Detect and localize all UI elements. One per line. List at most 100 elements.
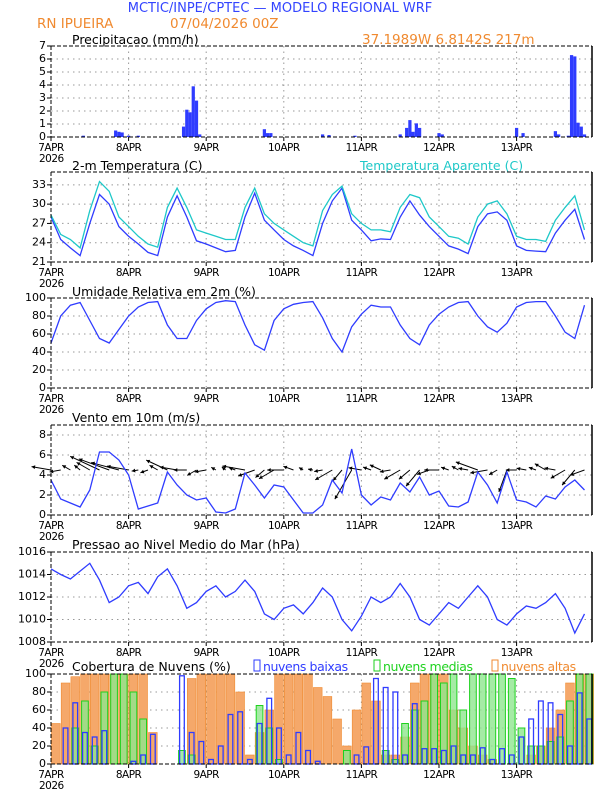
- wind-arrowhead: [146, 459, 151, 464]
- wind-arrowhead: [348, 466, 353, 471]
- wind-arrowhead: [76, 462, 81, 466]
- cloud-low-bar: [208, 758, 215, 765]
- wind-vector: [69, 455, 100, 471]
- y-tick-label: 8: [39, 428, 46, 441]
- x-tick-label: 12APR: [423, 142, 455, 154]
- cloud-mid-bar: [469, 673, 477, 765]
- wind-arrowhead: [379, 469, 384, 474]
- x-tick-label: 10APR: [268, 769, 300, 781]
- precip-bar: [181, 126, 186, 137]
- y-tick-label: 0: [39, 757, 46, 770]
- precip-bar: [269, 133, 273, 137]
- x-tick-label: 11APR: [346, 267, 378, 279]
- wind-arrowhead: [238, 472, 243, 477]
- y-tick-label: 0: [39, 130, 46, 143]
- cloud-low-bar: [227, 713, 234, 765]
- legend-swatch: [253, 659, 261, 672]
- cloud-high-bar: [361, 682, 371, 765]
- precip-bar: [198, 134, 202, 137]
- wind-arrowhead: [406, 482, 410, 487]
- x-tick-label: 8APR: [116, 393, 142, 405]
- wind-arrowhead: [91, 461, 96, 466]
- wind-arrowhead: [528, 466, 533, 471]
- x-tick-label: 11APR: [346, 142, 378, 154]
- x-tick-label: 13APR: [501, 142, 533, 154]
- wind-arrowhead: [149, 465, 154, 469]
- wind-arrowhead: [78, 458, 83, 462]
- precip-bar: [126, 135, 131, 137]
- panel-title: Precipitacao (mm/h): [72, 32, 199, 47]
- precip-bar: [417, 127, 422, 137]
- precip-bar: [582, 134, 587, 137]
- legend-apparent-temp: Temperatura Aparente (C): [359, 158, 523, 173]
- wind-arrowhead: [31, 465, 36, 470]
- panel-title: Cobertura de Nuvens (%): [72, 659, 231, 674]
- cloud-high-bar: [51, 723, 61, 765]
- wind-vector: [405, 469, 420, 487]
- wind-arrowhead: [194, 469, 199, 474]
- cloud-low-bar: [508, 754, 515, 765]
- cloud-mid-bar: [507, 678, 516, 765]
- x-tick-label: 12APR: [423, 647, 455, 659]
- precip-bar: [185, 109, 189, 137]
- wind-arrowhead: [159, 465, 164, 470]
- precip-bar: [327, 135, 331, 137]
- y-tick-label: 33: [32, 178, 46, 191]
- x-tick-label: 10APR: [268, 142, 300, 154]
- precip-bar: [557, 134, 561, 137]
- y-tick-label: 80: [32, 309, 46, 322]
- x-tick-label: 8APR: [116, 267, 142, 279]
- precip-bar: [194, 100, 199, 137]
- x-year-label: 2026: [39, 658, 65, 670]
- cloud-low-bar: [353, 754, 360, 765]
- cloud-mid-bar: [129, 691, 138, 765]
- y-tick-label: 80: [32, 685, 46, 698]
- panel-pres: 1008 1010 1012 1014 1016 7APR 8APR 9APR 10APR 11A…: [18, 537, 593, 670]
- wind-arrowhead: [398, 475, 403, 480]
- precip-bar: [398, 134, 402, 137]
- wind-arrowhead: [458, 467, 463, 471]
- panel-title: 2-m Temperatura (C): [72, 158, 203, 173]
- wind-arrowhead: [417, 471, 422, 476]
- cloud-high-bar: [206, 673, 216, 765]
- precip-bar: [117, 131, 121, 137]
- x-tick-label: 7APR: [38, 142, 64, 154]
- wind-arrowhead: [470, 470, 475, 475]
- series-line-0: [50, 448, 585, 514]
- y-tick-label: 21: [32, 255, 46, 268]
- precip-bar: [514, 127, 519, 137]
- wind-arrowhead: [255, 473, 260, 478]
- panel-rh: 0 20 40 60 80 100 7APR 8APR 9APR 10APR 11APR 12APR 1…: [25, 284, 593, 416]
- panel-title: Vento em 10m (m/s): [72, 410, 200, 425]
- y-tick-label: 3: [39, 91, 46, 104]
- precip-bar: [191, 86, 195, 137]
- y-tick-label: 30: [32, 197, 46, 210]
- cloud-high-bar: [225, 673, 236, 765]
- x-tick-label: 11APR: [346, 520, 378, 532]
- wind-arrowhead: [314, 468, 319, 473]
- x-tick-label: 10APR: [268, 647, 300, 659]
- x-tick-label: 10APR: [268, 267, 300, 279]
- wind-arrowhead: [211, 467, 216, 471]
- y-tick-label: 20: [32, 739, 46, 752]
- wind-arrowhead: [455, 461, 460, 466]
- wind-arrowhead: [369, 464, 374, 469]
- x-tick-label: 9APR: [193, 647, 219, 659]
- precip-bar: [408, 120, 412, 137]
- wind-arrowhead: [140, 469, 145, 474]
- x-tick-label: 12APR: [423, 520, 455, 532]
- precip-bar: [437, 133, 441, 137]
- wind-arrowhead: [562, 481, 566, 486]
- cloud-low-bar: [275, 727, 282, 765]
- precip-bar: [120, 132, 124, 137]
- wind-arrowhead: [424, 468, 428, 472]
- legend: nuvens baixas nuvens medias nuvens altas: [253, 659, 576, 674]
- x-tick-label: 7APR: [38, 769, 64, 781]
- cloud-high-bar: [274, 673, 284, 765]
- x-tick-label: 11APR: [346, 647, 378, 659]
- y-tick-label: 60: [32, 703, 46, 716]
- precip-bar: [569, 55, 574, 137]
- cloud-high-bar: [283, 673, 294, 765]
